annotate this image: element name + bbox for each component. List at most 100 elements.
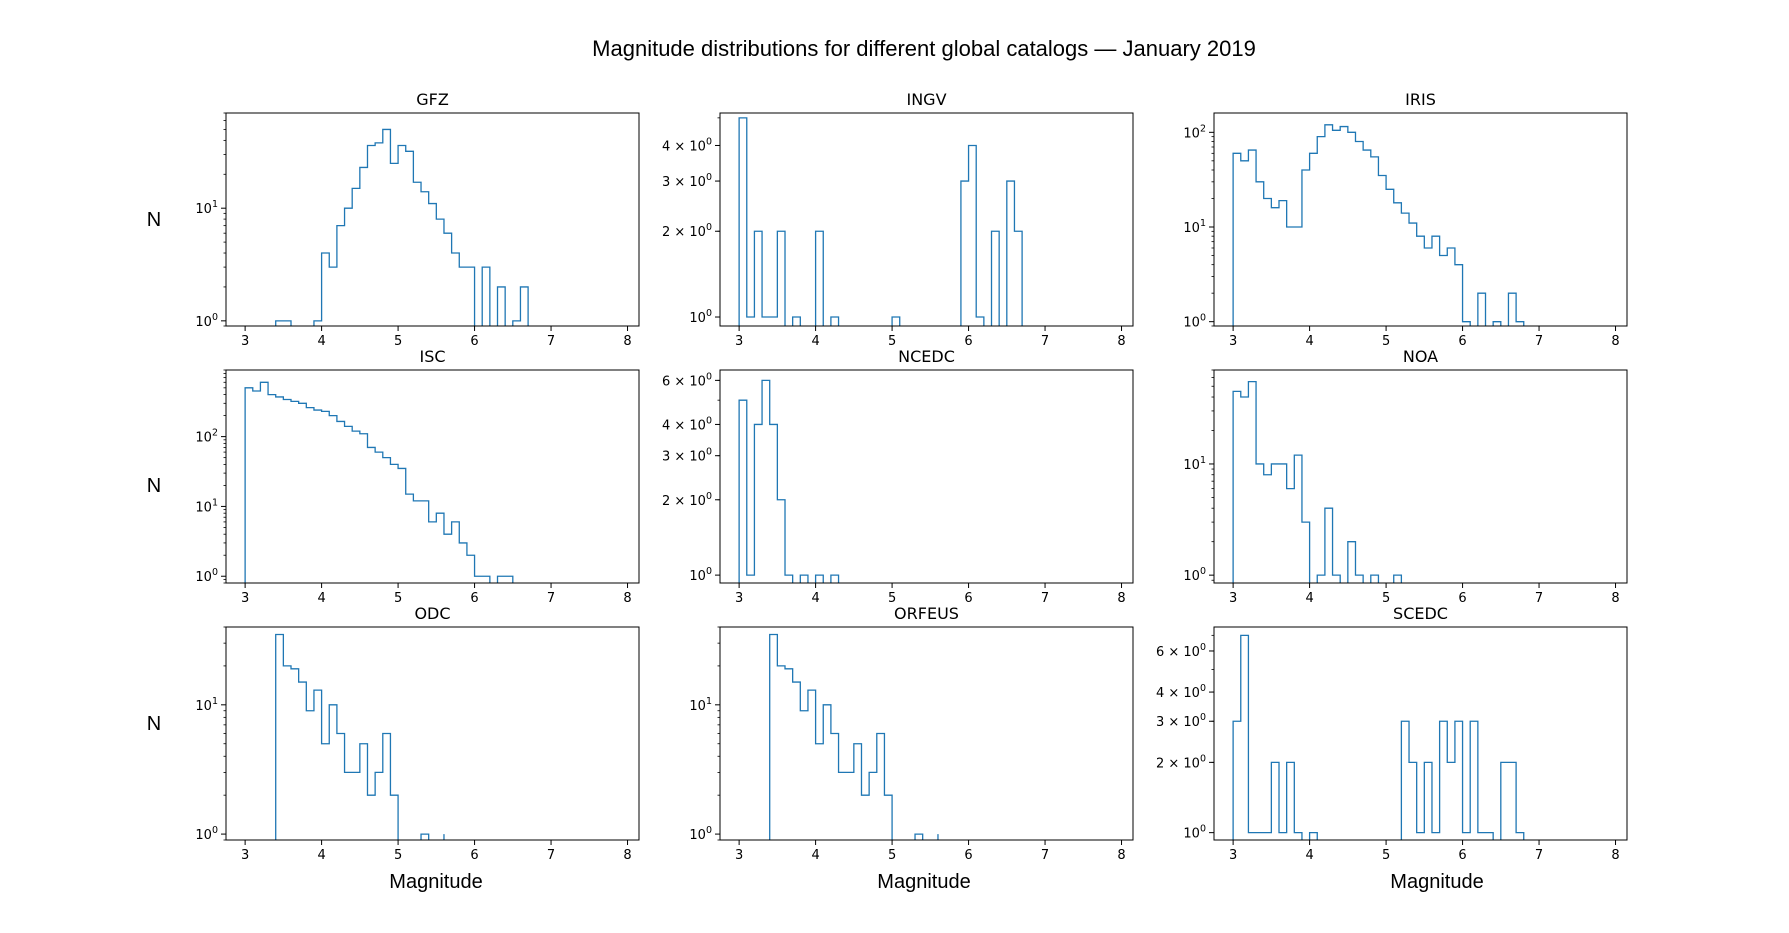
x-tick-label: 6 (964, 591, 972, 606)
subplot-title: ISC (419, 347, 445, 366)
x-tick-label: 3 (241, 334, 249, 349)
x-tick-label: 4 (1305, 848, 1313, 863)
y-tick-label: 2 × 100 (662, 222, 712, 240)
subplot-title: NOA (1403, 347, 1438, 366)
subplot-title: SCEDC (1393, 604, 1448, 623)
subplot-gfz: GFZ 3 4 5 6 7 8 100 101 (195, 90, 640, 349)
x-tick-label: 6 (470, 334, 478, 349)
subplot-title: INGV (906, 90, 946, 109)
y-tick-label: 100 (1183, 566, 1206, 584)
y-tick-label: 102 (1183, 123, 1206, 141)
x-tick-label: 7 (547, 334, 555, 349)
x-tick-label: 6 (964, 334, 972, 349)
x-tick-label: 8 (623, 591, 631, 606)
y-tick-label: 100 (1183, 824, 1206, 842)
axes-frame (225, 112, 640, 327)
y-tick-label: 100 (689, 825, 712, 843)
x-tick-label: 7 (1041, 334, 1049, 349)
x-tick-label: 3 (1229, 591, 1237, 606)
x-axis-label-col-3: Magnitude (1390, 871, 1483, 893)
x-tick-label: 7 (1535, 334, 1543, 349)
y-tick-label: 4 × 100 (1156, 683, 1206, 701)
x-tick-label: 5 (394, 848, 402, 863)
y-tick-label: 100 (1183, 313, 1206, 331)
subplot-ncedc: NCEDC 3 4 5 6 7 8 100 2 × 100 3 × 100 4 × 100 6 × 1… (662, 347, 1134, 606)
axes-frame (1213, 112, 1628, 327)
y-tick-label: 101 (1183, 218, 1206, 236)
x-tick-label: 4 (811, 334, 819, 349)
subplot-title: ODC (414, 604, 450, 623)
x-tick-label: 8 (1611, 848, 1619, 863)
x-tick-label: 4 (811, 591, 819, 606)
y-axis-label-row-3: N (147, 713, 161, 735)
y-tick-label: 2 × 100 (1156, 753, 1206, 771)
x-tick-label: 7 (1535, 591, 1543, 606)
x-tick-label: 7 (547, 848, 555, 863)
x-tick-label: 8 (1117, 591, 1125, 606)
y-tick-label: 6 × 100 (1156, 642, 1206, 660)
axes-frame (225, 626, 640, 841)
y-axis-label-row-2: N (147, 475, 161, 497)
x-tick-label: 3 (735, 848, 743, 863)
x-tick-label: 6 (470, 848, 478, 863)
x-tick-label: 8 (1117, 848, 1125, 863)
x-tick-label: 3 (241, 591, 249, 606)
x-tick-label: 3 (735, 334, 743, 349)
x-tick-label: 3 (1229, 334, 1237, 349)
x-tick-label: 6 (964, 848, 972, 863)
x-tick-label: 3 (241, 848, 249, 863)
x-tick-label: 4 (1305, 591, 1313, 606)
x-tick-label: 4 (317, 848, 325, 863)
subplot-odc: ODC 3 4 5 6 7 8 100 101 (195, 604, 640, 863)
histogram-step-line (275, 633, 445, 840)
figure-title: Magnitude distributions for different gl… (592, 36, 1256, 61)
subplot-orfeus: ORFEUS 3 4 5 6 7 8 100 101 (689, 604, 1134, 863)
y-tick-label: 3 × 100 (662, 172, 712, 190)
x-tick-label: 4 (811, 848, 819, 863)
x-axis-label-col-1: Magnitude (389, 871, 482, 893)
subplot-title: ORFEUS (894, 604, 959, 623)
subplot-title: GFZ (416, 90, 449, 109)
subplot-scedc: SCEDC 3 4 5 6 7 8 100 2 × 100 3 × 100 4 × 100 6 × 1… (1156, 604, 1628, 863)
y-tick-label: 3 × 100 (1156, 712, 1206, 730)
subplot-noa: NOA 3 4 5 6 7 8 100 101 (1183, 347, 1628, 606)
axes-frame (719, 626, 1134, 841)
y-tick-label: 4 × 100 (662, 136, 712, 154)
x-tick-label: 3 (735, 591, 743, 606)
x-tick-label: 5 (888, 591, 896, 606)
x-tick-label: 7 (1535, 848, 1543, 863)
x-tick-label: 7 (1041, 848, 1049, 863)
x-tick-label: 5 (1382, 334, 1390, 349)
x-tick-label: 8 (1611, 334, 1619, 349)
y-tick-label: 100 (689, 566, 712, 584)
histogram-step-line (244, 381, 514, 583)
x-tick-label: 5 (1382, 591, 1390, 606)
x-tick-label: 4 (317, 591, 325, 606)
x-tick-label: 3 (1229, 848, 1237, 863)
y-tick-label: 101 (195, 696, 218, 714)
x-tick-label: 8 (623, 848, 631, 863)
x-tick-label: 6 (1458, 334, 1466, 349)
histogram-step-line (738, 379, 840, 583)
histogram-step-line (275, 128, 529, 326)
y-tick-label: 102 (195, 428, 218, 446)
histogram-step-line (1232, 124, 1525, 326)
x-tick-label: 5 (1382, 848, 1390, 863)
subplot-ingv: INGV 3 4 5 6 7 8 100 2 × 100 3 × 100 4 × 100 (662, 90, 1134, 349)
histogram-step-line (1232, 381, 1403, 583)
x-tick-label: 8 (1611, 591, 1619, 606)
axes-frame (1213, 369, 1628, 584)
axes-frame (719, 112, 1134, 327)
y-tick-label: 3 × 100 (662, 447, 712, 465)
histogram-step-line (738, 117, 1023, 326)
x-tick-label: 5 (394, 591, 402, 606)
x-tick-label: 6 (470, 591, 478, 606)
x-tick-label: 7 (1041, 591, 1049, 606)
y-tick-label: 100 (195, 312, 218, 330)
x-axis-label-col-2: Magnitude (877, 871, 970, 893)
subplot-title: IRIS (1405, 90, 1436, 109)
y-tick-label: 100 (689, 308, 712, 326)
subplot-title: NCEDC (898, 347, 955, 366)
subplot-grid: GFZ 3 4 5 6 7 8 100 101 INGV 3 4 5 6 7 8 100 2 × 100 3 × 1… (195, 90, 1628, 863)
x-tick-label: 5 (888, 848, 896, 863)
